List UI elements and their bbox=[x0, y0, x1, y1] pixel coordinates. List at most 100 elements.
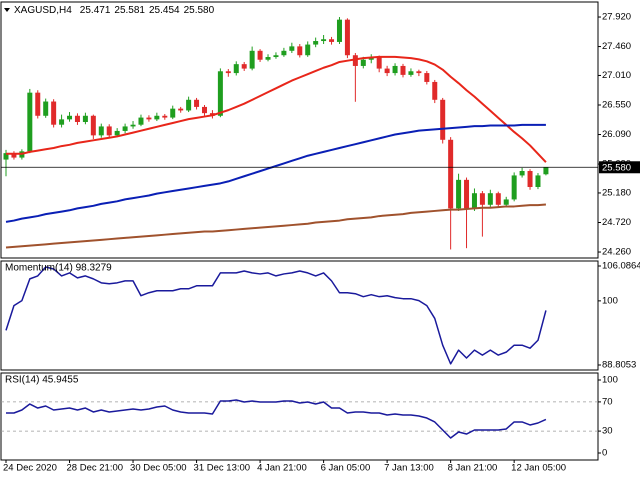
candle-body bbox=[106, 126, 112, 136]
candle-body bbox=[217, 71, 223, 116]
last-price-box bbox=[599, 161, 640, 174]
last-price-label: 25.580 bbox=[602, 162, 631, 173]
y-tick-label: 100 bbox=[602, 375, 618, 386]
candle-body bbox=[146, 117, 152, 120]
y-tick-label: 25.180 bbox=[602, 187, 631, 198]
candle-body bbox=[90, 115, 96, 136]
y-tick-label: 106.0864 bbox=[602, 261, 640, 272]
candle-body bbox=[408, 71, 414, 75]
x-tick-label: 30 Dec 05:00 bbox=[130, 463, 187, 474]
candle-body bbox=[448, 139, 454, 209]
candle-body bbox=[432, 81, 438, 100]
candle-body bbox=[186, 99, 192, 111]
candle-body bbox=[479, 193, 485, 205]
candle-body bbox=[43, 101, 49, 116]
candle-body bbox=[519, 170, 525, 176]
candle-body bbox=[471, 193, 477, 209]
moving-average bbox=[5, 123, 546, 223]
candle-body bbox=[289, 46, 295, 51]
candle-body bbox=[3, 153, 9, 160]
symbol: XAGUSD,H4 bbox=[14, 5, 72, 16]
candle-body bbox=[273, 55, 279, 58]
candle-body bbox=[424, 73, 430, 82]
indicator-title: Momentum(14) 98.3279 bbox=[5, 263, 112, 274]
candle-body bbox=[138, 117, 144, 125]
menu-triangle[interactable] bbox=[4, 8, 10, 12]
candle-body bbox=[495, 193, 501, 205]
x-tick-label: 7 Jan 13:00 bbox=[384, 463, 434, 474]
candle-body bbox=[440, 99, 446, 140]
candle-body bbox=[352, 55, 358, 66]
candle-body bbox=[59, 119, 65, 125]
candle-body bbox=[376, 57, 382, 69]
y-tick-label: 24.720 bbox=[602, 217, 631, 228]
candle-body bbox=[178, 108, 184, 111]
candle-body bbox=[344, 19, 350, 56]
y-tick-label: 30 bbox=[602, 426, 613, 437]
candle-body bbox=[487, 193, 493, 205]
panel-frame bbox=[0, 260, 599, 371]
candle-body bbox=[130, 124, 136, 127]
y-tick-label: 27.920 bbox=[602, 12, 631, 23]
candle-body bbox=[114, 130, 120, 136]
candle-body bbox=[329, 39, 335, 42]
candle-body bbox=[297, 46, 303, 56]
candle-body bbox=[456, 179, 462, 209]
ohlc-value: 25.471 bbox=[80, 5, 111, 16]
candle-body bbox=[194, 99, 200, 107]
candle-body bbox=[122, 126, 128, 131]
y-tick-label: 100 bbox=[602, 295, 618, 306]
x-tick-label: 6 Jan 05:00 bbox=[321, 463, 371, 474]
candle-body bbox=[249, 50, 255, 69]
panel-frame bbox=[0, 1, 599, 259]
candle-body bbox=[305, 44, 311, 56]
moving-average bbox=[6, 55, 547, 163]
candle-body bbox=[503, 199, 509, 205]
candle-body bbox=[543, 167, 549, 175]
candle-body bbox=[233, 64, 239, 74]
candle-body bbox=[170, 108, 176, 118]
candle-body bbox=[400, 65, 406, 75]
ohlc-value: 25.454 bbox=[149, 5, 180, 16]
x-tick-label: 12 Jan 05:00 bbox=[511, 463, 566, 474]
candle-body bbox=[154, 115, 160, 120]
candle-body bbox=[257, 50, 263, 60]
candle-body bbox=[321, 39, 327, 42]
ohlc-value: 25.581 bbox=[114, 5, 145, 16]
x-tick-label: 28 Dec 21:00 bbox=[67, 463, 124, 474]
candle-body bbox=[511, 175, 517, 200]
candle-body bbox=[360, 59, 366, 66]
candle-body bbox=[74, 115, 80, 123]
chart-header: XAGUSD,H4 25.471 25.581 25.454 25.580 bbox=[14, 5, 215, 16]
indicator-line bbox=[5, 266, 547, 365]
candle-body bbox=[162, 115, 168, 118]
candle-body bbox=[392, 65, 398, 74]
candle-body bbox=[281, 50, 287, 56]
y-tick-label: 24.260 bbox=[602, 247, 631, 258]
candle-body bbox=[51, 101, 57, 125]
candle-body bbox=[464, 179, 470, 209]
x-tick-label: 31 Dec 13:00 bbox=[194, 463, 251, 474]
candle-body bbox=[35, 92, 41, 116]
x-tick-label: 8 Jan 21:00 bbox=[448, 463, 498, 474]
candle-body bbox=[313, 41, 319, 45]
y-tick-label: 88.8053 bbox=[602, 360, 636, 371]
candle-body bbox=[98, 126, 104, 136]
x-tick-label: 24 Dec 2020 bbox=[3, 463, 57, 474]
candle-body bbox=[202, 106, 207, 114]
y-tick-label: 0 bbox=[602, 448, 607, 459]
y-tick-label: 27.010 bbox=[602, 70, 631, 81]
candle-body bbox=[82, 115, 88, 123]
candle-body bbox=[67, 115, 73, 120]
y-tick-label: 26.550 bbox=[602, 100, 631, 111]
panel-frame bbox=[0, 372, 599, 461]
candle-body bbox=[535, 175, 541, 187]
candle-body bbox=[241, 64, 247, 69]
y-tick-label: 27.460 bbox=[602, 41, 631, 52]
indicator-line bbox=[6, 399, 547, 439]
candle-body bbox=[27, 92, 33, 152]
y-tick-label: 26.090 bbox=[602, 129, 631, 140]
candle-body bbox=[416, 71, 422, 74]
candle-body bbox=[225, 71, 231, 74]
